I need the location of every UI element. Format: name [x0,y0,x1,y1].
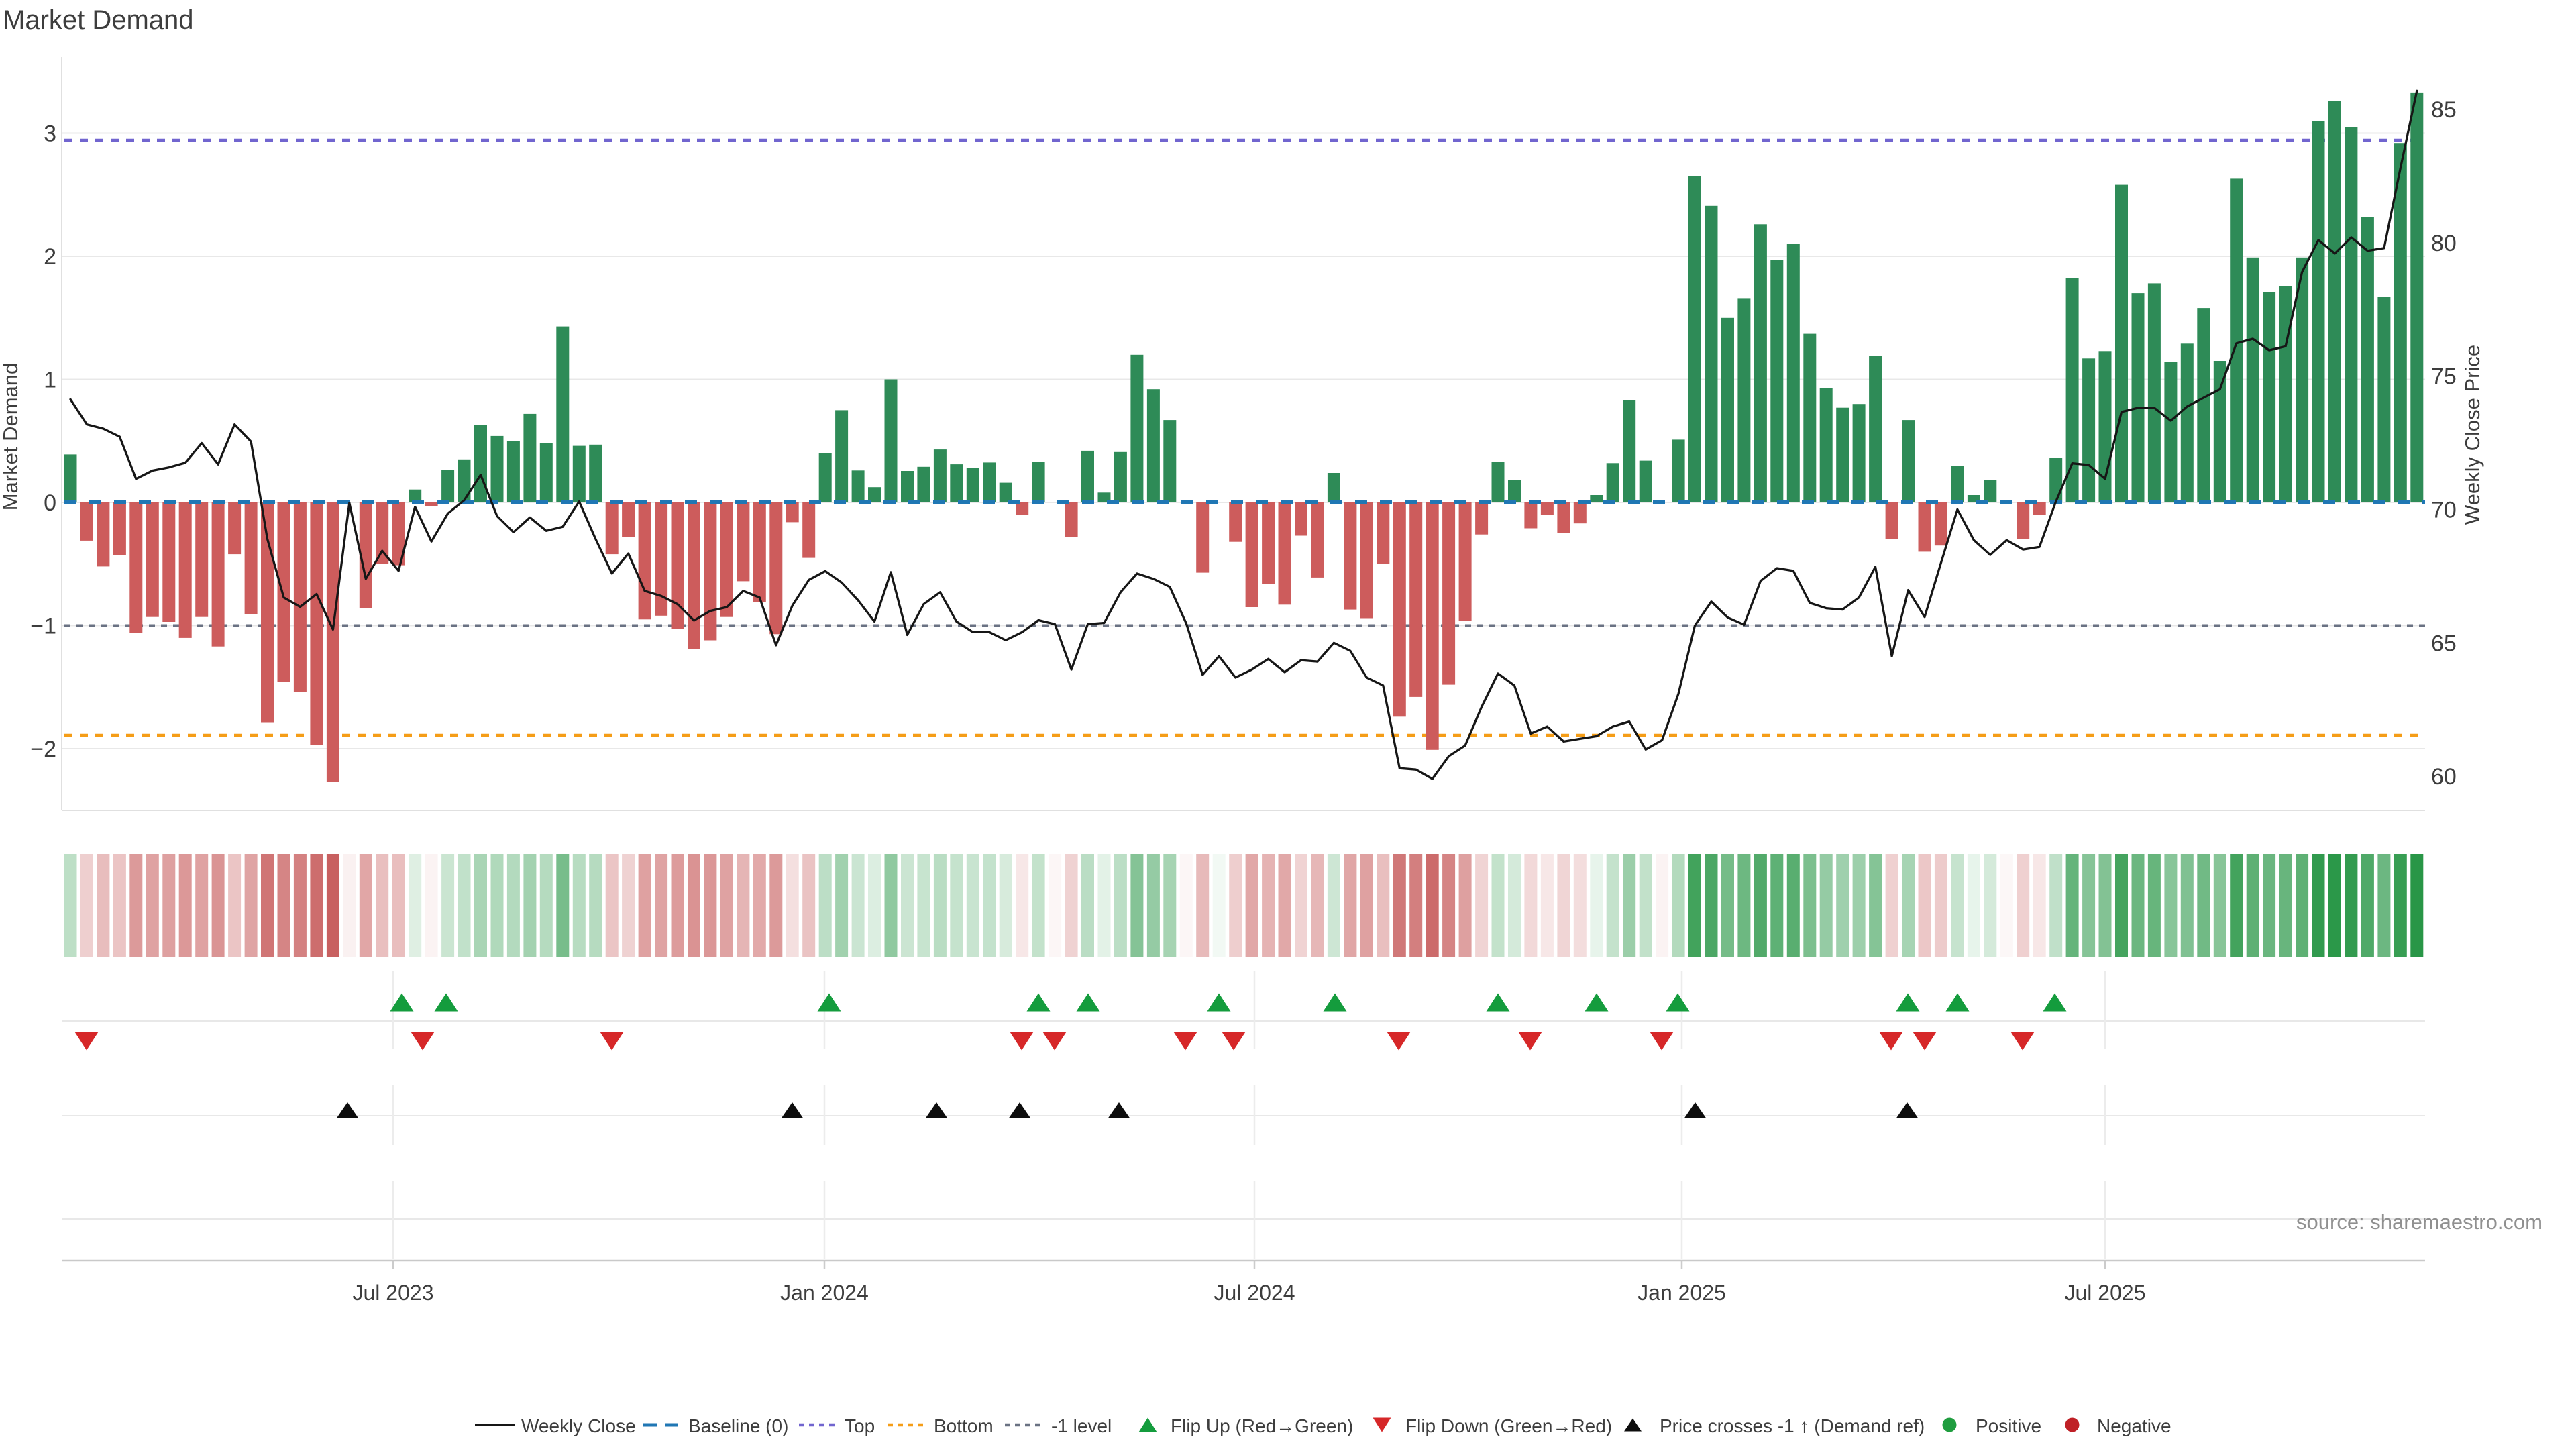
svg-text:70: 70 [2431,498,2457,523]
svg-text:85: 85 [2431,97,2457,123]
svg-text:Jan 2024: Jan 2024 [780,1281,869,1305]
svg-text:75: 75 [2431,364,2457,390]
svg-text:Weekly Close Price: Weekly Close Price [2461,345,2484,525]
svg-text:0: 0 [44,490,56,516]
svg-text:Top: Top [845,1415,875,1436]
svg-text:−1: −1 [30,614,56,639]
svg-text:2: 2 [44,244,56,270]
svg-text:Jul 2024: Jul 2024 [1214,1281,1295,1305]
svg-text:1: 1 [44,368,56,393]
svg-text:source: sharemaestro.com: source: sharemaestro.com [2296,1210,2542,1234]
svg-text:Baseline (0): Baseline (0) [688,1415,788,1436]
svg-text:Market Demand: Market Demand [3,5,194,35]
svg-text:Price crosses -1 ↑ (Demand ref: Price crosses -1 ↑ (Demand ref) [1660,1415,1925,1436]
svg-text:60: 60 [2431,764,2457,790]
svg-text:Weekly Close: Weekly Close [521,1415,636,1436]
svg-text:3: 3 [44,121,56,147]
svg-text:65: 65 [2431,631,2457,656]
svg-text:−2: −2 [30,737,56,762]
svg-text:Jan 2025: Jan 2025 [1638,1281,1726,1305]
svg-text:Jul 2023: Jul 2023 [353,1281,434,1305]
svg-text:Bottom: Bottom [934,1415,994,1436]
svg-text:Flip Down (Green→Red): Flip Down (Green→Red) [1405,1415,1612,1436]
svg-text:Negative: Negative [2097,1415,2171,1436]
svg-text:Market Demand: Market Demand [0,363,22,511]
svg-text:80: 80 [2431,231,2457,256]
svg-text:Jul 2025: Jul 2025 [2065,1281,2146,1305]
svg-text:-1 level: -1 level [1051,1415,1112,1436]
svg-text:Flip Up (Red→Green): Flip Up (Red→Green) [1171,1415,1353,1436]
svg-text:Positive: Positive [1976,1415,2041,1436]
